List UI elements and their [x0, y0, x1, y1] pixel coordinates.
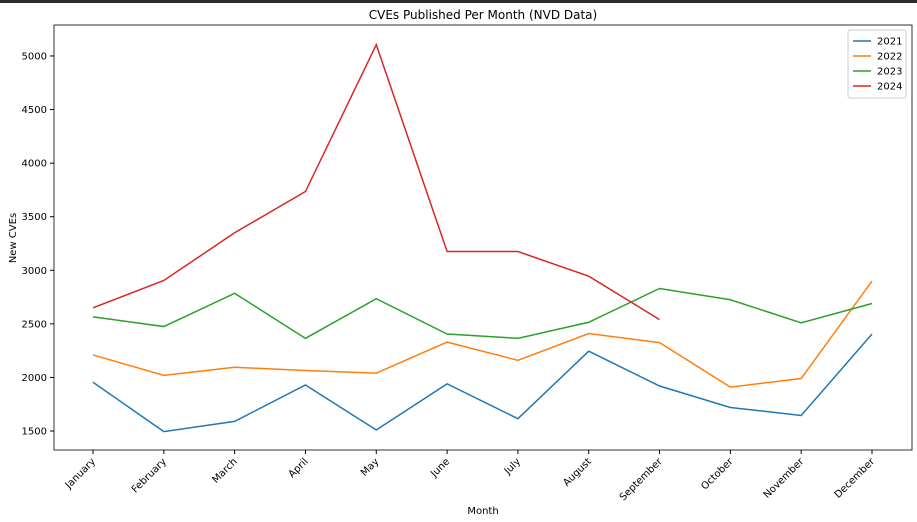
y-tick-label: 3000	[22, 266, 47, 277]
x-axis-label: Month	[467, 506, 498, 517]
series-line	[92, 42, 660, 321]
x-tick-label: October	[699, 456, 736, 493]
x-tick-label: January	[63, 456, 98, 491]
y-tick-label: 4500	[22, 105, 47, 116]
y-tick-label: 2500	[22, 319, 47, 330]
y-tick-label: 5000	[22, 51, 47, 62]
series-line	[92, 287, 873, 340]
x-tick-label: June	[428, 456, 452, 480]
x-tick-label: March	[210, 456, 239, 485]
x-tick-label: August	[561, 456, 594, 489]
series-line	[92, 280, 873, 388]
y-tick-label: 1500	[22, 427, 47, 438]
y-axis-label: New CVEs	[8, 213, 19, 263]
x-tick-label: February	[130, 456, 169, 495]
series-line	[92, 333, 873, 433]
x-tick-label: December	[833, 456, 878, 501]
x-tick-label: September	[618, 456, 665, 503]
top-border	[0, 0, 917, 3]
x-tick-label: April	[287, 456, 311, 480]
legend-label: 2022	[877, 52, 902, 63]
x-tick-label: July	[502, 456, 523, 477]
x-tick-label: May	[359, 456, 381, 478]
legend-label: 2023	[877, 67, 902, 78]
legend-label: 2024	[877, 82, 902, 93]
y-tick-label: 4000	[22, 159, 47, 170]
y-tick-label: 2000	[22, 373, 47, 384]
plot-frame	[53, 24, 913, 451]
legend-label: 2021	[877, 37, 902, 48]
chart-title: CVEs Published Per Month (NVD Data)	[369, 8, 597, 22]
y-tick-label: 3500	[22, 212, 47, 223]
x-tick-label: November	[762, 456, 807, 501]
legend-box	[847, 29, 907, 99]
